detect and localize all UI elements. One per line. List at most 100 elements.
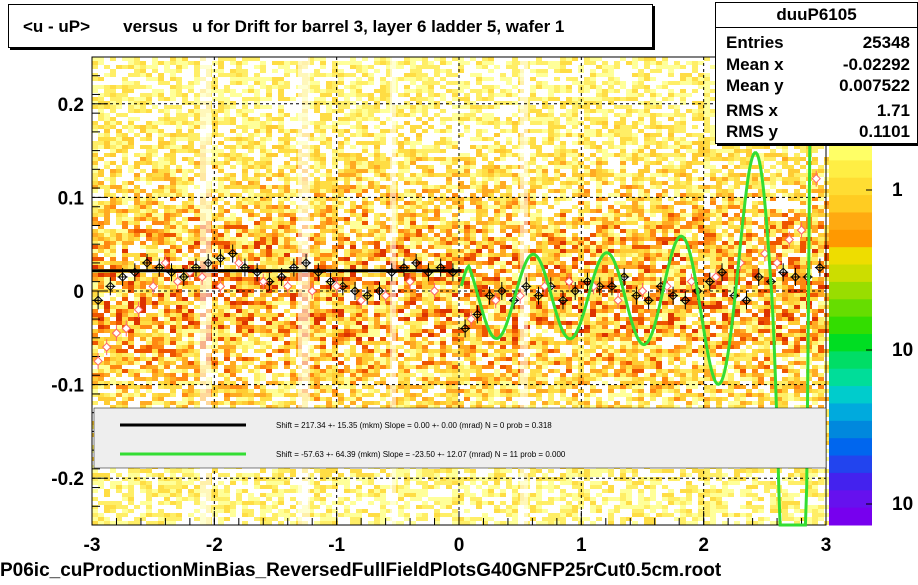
heatmap-cell — [140, 489, 146, 493]
heatmap-cell — [362, 189, 368, 193]
heatmap-cell — [284, 389, 290, 393]
heatmap-cell — [92, 153, 98, 157]
heatmap-cell — [164, 157, 170, 161]
heatmap-cell — [326, 329, 332, 333]
heatmap-cell — [338, 105, 344, 109]
heatmap-cell — [170, 237, 176, 241]
heatmap-cell — [170, 381, 176, 385]
heatmap-cell — [98, 353, 104, 357]
heatmap-cell — [428, 333, 434, 337]
heatmap-cell — [368, 361, 374, 365]
heatmap-cell — [152, 169, 158, 173]
heatmap-cell — [368, 201, 374, 205]
heatmap-cell — [326, 357, 332, 361]
heatmap-cell — [146, 149, 152, 153]
heatmap-cell — [188, 301, 194, 305]
heatmap-cell — [158, 509, 164, 513]
heatmap-cell — [314, 317, 320, 321]
heatmap-cell — [92, 369, 98, 373]
heatmap-cell — [212, 233, 218, 237]
heatmap-cell — [308, 285, 314, 289]
heatmap-cell — [194, 493, 200, 497]
heatmap-cell — [422, 109, 428, 113]
heatmap-cell — [362, 233, 368, 237]
heatmap-cell — [434, 205, 440, 209]
heatmap-cell — [266, 225, 272, 229]
heatmap-cell — [248, 293, 254, 297]
heatmap-cell — [218, 517, 224, 521]
heatmap-cell — [230, 117, 236, 121]
heatmap-cell — [284, 229, 290, 233]
heatmap-cell — [140, 213, 146, 217]
heatmap-cell — [254, 125, 260, 129]
heatmap-cell — [230, 101, 236, 105]
heatmap-cell — [254, 349, 260, 353]
heatmap-cell — [452, 385, 458, 389]
heatmap-cell — [440, 357, 446, 361]
heatmap-cell — [170, 473, 176, 477]
heatmap-cell — [92, 73, 98, 77]
heatmap-cell — [434, 245, 440, 249]
heatmap-cell — [212, 281, 218, 285]
heatmap-cell — [332, 177, 338, 181]
heatmap-cell — [308, 213, 314, 217]
heatmap-cell — [122, 93, 128, 97]
heatmap-cell — [320, 265, 326, 269]
heatmap-cell — [350, 89, 356, 93]
heatmap-cell — [404, 505, 410, 509]
heatmap-cell — [218, 305, 224, 309]
heatmap-cell — [332, 377, 338, 381]
heatmap-cell — [218, 481, 224, 485]
heatmap-cell — [176, 505, 182, 509]
heatmap-cell — [224, 365, 230, 369]
heatmap-cell — [104, 477, 110, 481]
heatmap-cell — [152, 521, 158, 525]
heatmap-cell — [350, 309, 356, 313]
heatmap-cell — [458, 89, 464, 93]
heatmap-cell — [266, 333, 272, 337]
heatmap-cell — [410, 189, 416, 193]
heatmap-cell — [194, 217, 200, 221]
heatmap-cell — [350, 513, 356, 517]
heatmap-cell — [356, 477, 362, 481]
heatmap-cell — [266, 369, 272, 373]
heatmap-cell — [344, 221, 350, 225]
heatmap-cell — [158, 361, 164, 365]
heatmap-cell — [374, 165, 380, 169]
heatmap-cell — [380, 133, 386, 137]
heatmap-cell — [416, 325, 422, 329]
heatmap-cell — [278, 349, 284, 353]
heatmap-cell — [188, 121, 194, 125]
heatmap-cell — [242, 349, 248, 353]
heatmap-cell — [326, 293, 332, 297]
heatmap-cell — [290, 377, 296, 381]
heatmap-cell — [254, 141, 260, 145]
heatmap-cell — [254, 201, 260, 205]
heatmap-cell — [314, 105, 320, 109]
heatmap-cell — [452, 105, 458, 109]
heatmap-cell — [242, 185, 248, 189]
heatmap-cell — [122, 133, 128, 137]
heatmap-cell — [374, 109, 380, 113]
heatmap-cell — [320, 189, 326, 193]
heatmap-cell — [404, 257, 410, 261]
heatmap-cell — [434, 73, 440, 77]
heatmap-cell — [314, 337, 320, 341]
heatmap-cell — [272, 145, 278, 149]
heatmap-cell — [116, 241, 122, 245]
heatmap-cell — [134, 85, 140, 89]
heatmap-cell — [272, 81, 278, 85]
heatmap-cell — [266, 129, 272, 133]
heatmap-cell — [98, 521, 104, 525]
heatmap-cell — [110, 377, 116, 381]
heatmap-cell — [458, 165, 464, 169]
heatmap-cell — [380, 157, 386, 161]
heatmap-cell — [380, 393, 386, 397]
heatmap-cell — [266, 213, 272, 217]
heatmap-cell — [350, 337, 356, 341]
heatmap-cell — [182, 273, 188, 277]
heatmap-cell — [380, 397, 386, 401]
heatmap-cell — [248, 305, 254, 309]
heatmap-cell — [362, 349, 368, 353]
heatmap-cell — [230, 389, 236, 393]
